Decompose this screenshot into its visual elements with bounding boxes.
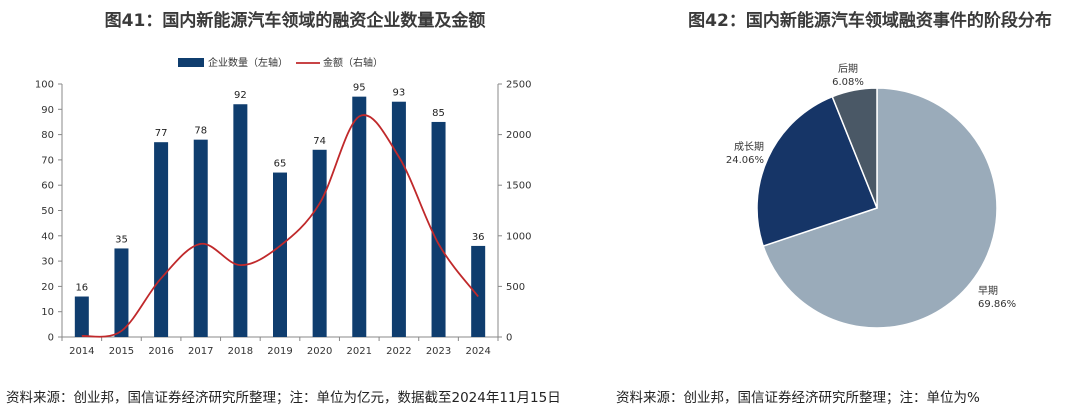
right-tick-label: 2500	[506, 80, 531, 91]
bar-value-label: 65	[274, 159, 287, 170]
pie-slice-label: 后期	[838, 63, 858, 75]
x-tick-label: 2024	[465, 346, 490, 357]
pie-slice	[831, 87, 878, 209]
left-tick-label: 40	[41, 231, 54, 242]
x-tick-label: 2023	[426, 346, 451, 357]
left-tick-label: 30	[41, 257, 54, 268]
left-tick-label: 80	[41, 130, 54, 141]
right-tick-label: 1000	[506, 231, 531, 242]
pie-slice-label: 早期	[978, 285, 998, 297]
chart2-source: 资料来源：创业邦，国信证券经济研究所整理；注：单位为%	[616, 390, 980, 406]
x-tick-label: 2017	[188, 346, 213, 357]
pie-slice-value: 24.06%	[726, 155, 764, 166]
bar-value-label: 36	[472, 232, 485, 243]
amount-line	[81, 114, 479, 338]
pie-slice-value: 69.86%	[978, 299, 1016, 310]
x-tick-label: 2019	[267, 346, 292, 357]
bar-value-label: 16	[75, 283, 88, 294]
left-tick-label: 20	[41, 282, 54, 293]
pie-slice-value: 6.08%	[832, 77, 864, 88]
pie-slice-label: 成长期	[734, 141, 764, 153]
x-tick-label: 2016	[148, 346, 173, 357]
bar	[154, 142, 169, 337]
pie-slice	[762, 87, 998, 329]
bar-value-label: 93	[393, 88, 406, 99]
bar	[74, 296, 89, 337]
left-tick-label: 90	[41, 105, 54, 116]
chart1-source: 资料来源：创业邦，国信证券经济研究所整理；注：单位为亿元，数据截至2024年11…	[6, 390, 561, 406]
chart2-title: 图42：国内新能源汽车领域融资事件的阶段分布	[688, 11, 1052, 31]
right-tick-label: 2000	[506, 130, 531, 141]
left-tick-label: 100	[35, 80, 54, 91]
bar	[273, 172, 287, 337]
bar	[193, 139, 208, 337]
x-tick-label: 2021	[347, 346, 372, 357]
bar-value-label: 78	[194, 126, 207, 137]
bar-value-label: 92	[234, 90, 247, 101]
left-tick-label: 60	[41, 181, 54, 192]
bar	[431, 121, 446, 337]
x-tick-label: 2014	[69, 346, 94, 357]
bar	[391, 101, 406, 338]
bar-line-chart: 0102030405060708090100050010001500200025…	[35, 56, 532, 357]
x-tick-label: 2015	[109, 346, 134, 357]
bar-value-label: 35	[115, 234, 128, 245]
bar-value-label: 85	[432, 108, 445, 119]
x-tick-label: 2020	[307, 346, 332, 357]
bar	[352, 96, 367, 338]
left-tick-label: 10	[41, 307, 54, 318]
right-tick-label: 1500	[506, 181, 531, 192]
legend-line-label: 金额（右轴）	[323, 56, 383, 69]
chart1-title: 图41：国内新能源汽车领域的融资企业数量及金额	[104, 11, 486, 31]
left-tick-label: 0	[48, 333, 54, 344]
legend-bar-label: 企业数量（左轴）	[208, 56, 288, 69]
bar	[114, 248, 129, 337]
right-tick-label: 0	[506, 333, 512, 344]
x-tick-label: 2022	[386, 346, 411, 357]
left-tick-label: 50	[41, 206, 54, 217]
bar-value-label: 77	[155, 128, 168, 139]
legend-bar-swatch	[178, 58, 204, 67]
legend: 企业数量（左轴） 金额（右轴）	[178, 56, 383, 69]
bar	[233, 104, 248, 338]
x-tick-label: 2018	[228, 346, 253, 357]
bar	[312, 149, 327, 337]
left-tick-label: 70	[41, 155, 54, 166]
bar	[471, 245, 486, 337]
bar-value-label: 74	[313, 136, 326, 147]
bar-value-label: 95	[353, 83, 366, 94]
right-tick-label: 500	[506, 282, 525, 293]
pie-slice	[756, 95, 878, 248]
